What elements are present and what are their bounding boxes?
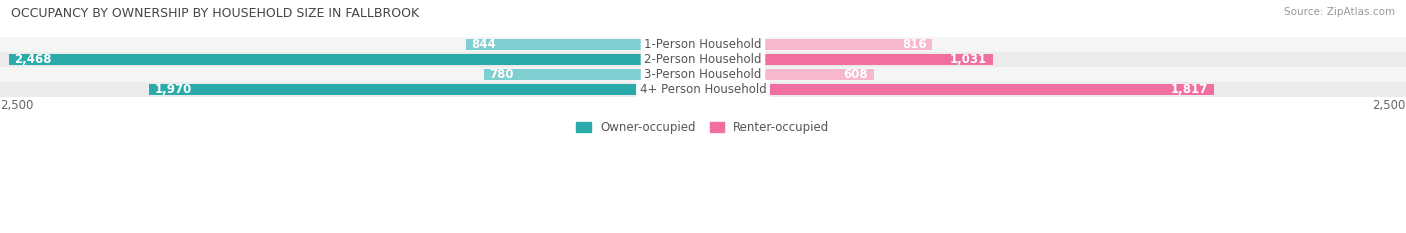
Text: 2,500: 2,500 — [0, 99, 34, 112]
Bar — [703, 85, 1213, 95]
Text: 2-Person Household: 2-Person Household — [644, 53, 762, 66]
Text: 4+ Person Household: 4+ Person Household — [640, 83, 766, 96]
Legend: Owner-occupied, Renter-occupied: Owner-occupied, Renter-occupied — [576, 121, 830, 134]
Bar — [484, 69, 703, 80]
Bar — [0, 67, 1406, 82]
Text: Source: ZipAtlas.com: Source: ZipAtlas.com — [1284, 7, 1395, 17]
Bar — [465, 39, 703, 50]
Text: 780: 780 — [489, 68, 513, 81]
Text: 1,031: 1,031 — [950, 53, 987, 66]
Bar — [149, 85, 703, 95]
Text: OCCUPANCY BY OWNERSHIP BY HOUSEHOLD SIZE IN FALLBROOK: OCCUPANCY BY OWNERSHIP BY HOUSEHOLD SIZE… — [11, 7, 419, 20]
Bar — [0, 82, 1406, 97]
Text: 608: 608 — [844, 68, 869, 81]
Text: 1,970: 1,970 — [155, 83, 191, 96]
Text: 3-Person Household: 3-Person Household — [644, 68, 762, 81]
Text: 2,468: 2,468 — [14, 53, 52, 66]
Text: 844: 844 — [471, 38, 496, 51]
Bar — [703, 69, 875, 80]
Bar — [0, 52, 1406, 67]
Bar — [8, 54, 703, 65]
Bar — [703, 39, 932, 50]
Text: 816: 816 — [903, 38, 927, 51]
Bar — [703, 54, 993, 65]
Bar — [0, 37, 1406, 52]
Text: 1,817: 1,817 — [1171, 83, 1208, 96]
Text: 2,500: 2,500 — [1372, 99, 1406, 112]
Text: 1-Person Household: 1-Person Household — [644, 38, 762, 51]
